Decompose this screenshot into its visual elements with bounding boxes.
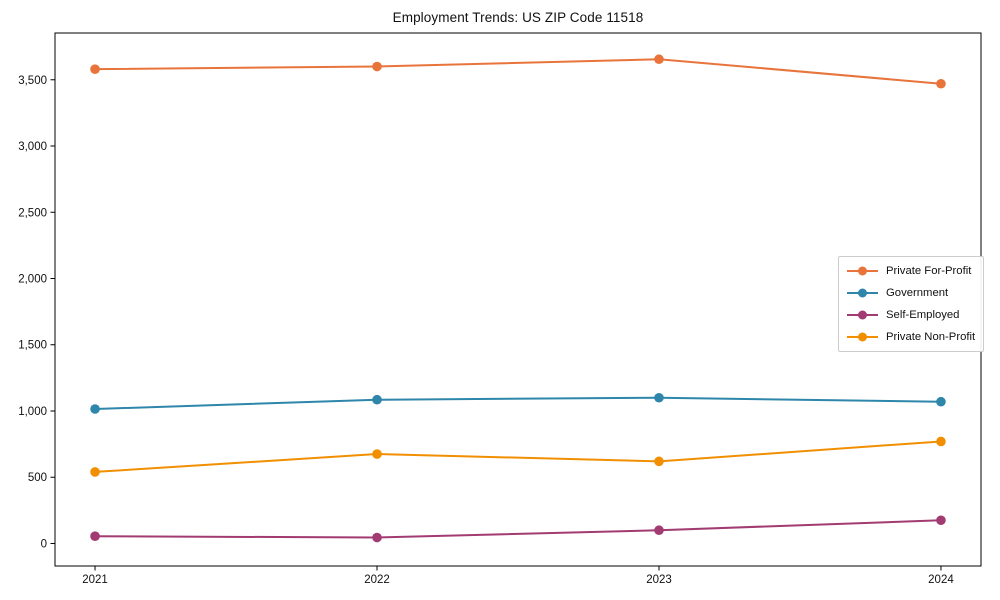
legend-item-self-employed: Self-Employed: [846, 306, 975, 324]
series-line-private-non-profit: [94, 440, 942, 473]
legend-label: Self-Employed: [886, 309, 960, 321]
legend-label: Private For-Profit: [886, 265, 972, 277]
y-tick-label: 1,500: [18, 340, 47, 352]
y-tick-label: 500: [28, 472, 47, 484]
series-line-government: [94, 396, 942, 411]
y-tick-label: 2,500: [18, 207, 47, 219]
data-point-government-2023: [654, 392, 664, 403]
chart-title: Employment Trends: US ZIP Code 11518: [392, 10, 644, 25]
data-point-private-non-profit-2022: [372, 449, 382, 459]
legend-label: Private Non-Profit: [886, 331, 976, 343]
y-tick-label: 1,000: [18, 406, 47, 418]
series-line-private-for-profit: [94, 58, 942, 85]
y-tick-label: 0: [41, 538, 47, 550]
x-tick-label: 2022: [364, 574, 390, 586]
legend-label: Government: [886, 287, 949, 299]
series-line-self-employed: [94, 519, 942, 539]
legend-item-private-non-profit: Private Non-Profit: [846, 328, 975, 346]
legend: Private For-Profit Government Self-Employe…: [838, 256, 985, 352]
legend-marker: [858, 310, 867, 320]
y-tick-label: 3,500: [18, 75, 47, 87]
legend-swatch-private-for-profit: [847, 266, 878, 276]
data-point-private-for-profit-2022: [372, 61, 382, 72]
data-point-self-employed-2023: [654, 525, 664, 536]
legend-swatch-government: [847, 288, 878, 298]
x-tick-label: 2021: [82, 574, 108, 586]
data-point-private-non-profit-2023: [654, 456, 664, 467]
y-tick-label: 3,000: [18, 141, 47, 153]
legend-item-government: Government: [846, 284, 975, 302]
legend-item-private-for-profit: Private For-Profit: [846, 262, 975, 280]
legend-marker: [858, 288, 867, 298]
data-point-self-employed-2024: [936, 515, 946, 526]
data-point-private-non-profit-2021: [90, 467, 100, 477]
data-point-private-non-profit-2024: [936, 436, 946, 447]
data-point-self-employed-2021: [90, 531, 100, 541]
legend-swatch-self-employed: [847, 310, 878, 320]
legend-swatch-private-non-profit: [847, 332, 878, 342]
data-point-self-employed-2022: [372, 532, 382, 543]
x-tick-label: 2024: [928, 574, 954, 586]
data-point-private-for-profit-2024: [936, 78, 946, 89]
x-tick-label: 2023: [646, 574, 672, 586]
y-tick-label: 2,000: [18, 274, 47, 286]
legend-marker: [858, 266, 867, 276]
data-point-government-2022: [372, 394, 382, 405]
data-point-government-2024: [936, 396, 946, 407]
data-point-government-2021: [90, 404, 100, 414]
legend-marker: [858, 332, 867, 342]
data-point-private-for-profit-2023: [654, 54, 664, 65]
data-point-private-for-profit-2021: [90, 64, 100, 74]
